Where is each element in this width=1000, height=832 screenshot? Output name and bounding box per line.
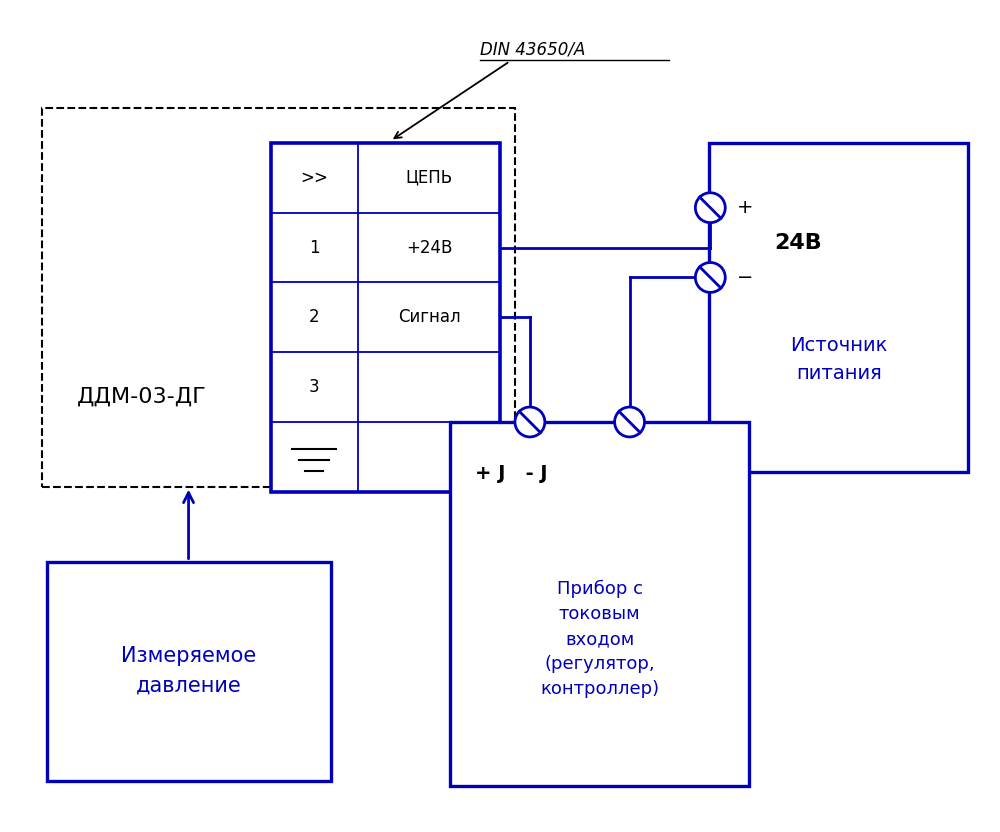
- Text: ДДМ-03-ДГ: ДДМ-03-ДГ: [76, 387, 206, 407]
- Text: Сигнал: Сигнал: [398, 309, 460, 326]
- Text: 2: 2: [309, 309, 320, 326]
- Text: +24В: +24В: [406, 239, 452, 256]
- Text: Источник
питания: Источник питания: [790, 336, 888, 384]
- Text: 24В: 24В: [774, 233, 822, 253]
- Bar: [271, 143, 500, 492]
- Text: −: −: [737, 268, 754, 287]
- Text: ЦЕПЬ: ЦЕПЬ: [405, 169, 453, 187]
- Circle shape: [615, 407, 645, 437]
- Bar: [450, 422, 749, 785]
- Circle shape: [695, 263, 725, 292]
- Text: 3: 3: [309, 378, 320, 396]
- Text: DIN 43650/A: DIN 43650/A: [480, 40, 585, 58]
- Bar: [42, 108, 515, 487]
- Text: Прибор с
токовым
входом
(регулятор,
контроллер): Прибор с токовым входом (регулятор, конт…: [540, 580, 659, 698]
- Text: +: +: [737, 198, 754, 217]
- Bar: [709, 143, 968, 472]
- Bar: [47, 562, 331, 780]
- Text: + J   - J: + J - J: [475, 464, 548, 483]
- Circle shape: [515, 407, 545, 437]
- Circle shape: [695, 193, 725, 223]
- Text: Измеряемое
давление: Измеряемое давление: [121, 646, 256, 696]
- Text: >>: >>: [300, 169, 328, 187]
- Text: 1: 1: [309, 239, 320, 256]
